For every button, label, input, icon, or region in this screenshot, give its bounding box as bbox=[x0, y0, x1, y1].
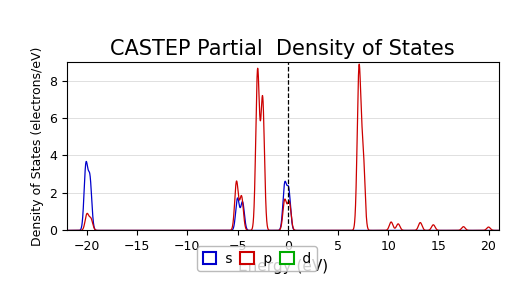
Title: CASTEP Partial  Density of States: CASTEP Partial Density of States bbox=[111, 39, 455, 59]
Legend:  s,  p,  d: s, p, d bbox=[197, 246, 317, 271]
Y-axis label: Density of States (electrons/eV): Density of States (electrons/eV) bbox=[30, 46, 44, 246]
X-axis label: Energy (eV): Energy (eV) bbox=[237, 259, 328, 274]
